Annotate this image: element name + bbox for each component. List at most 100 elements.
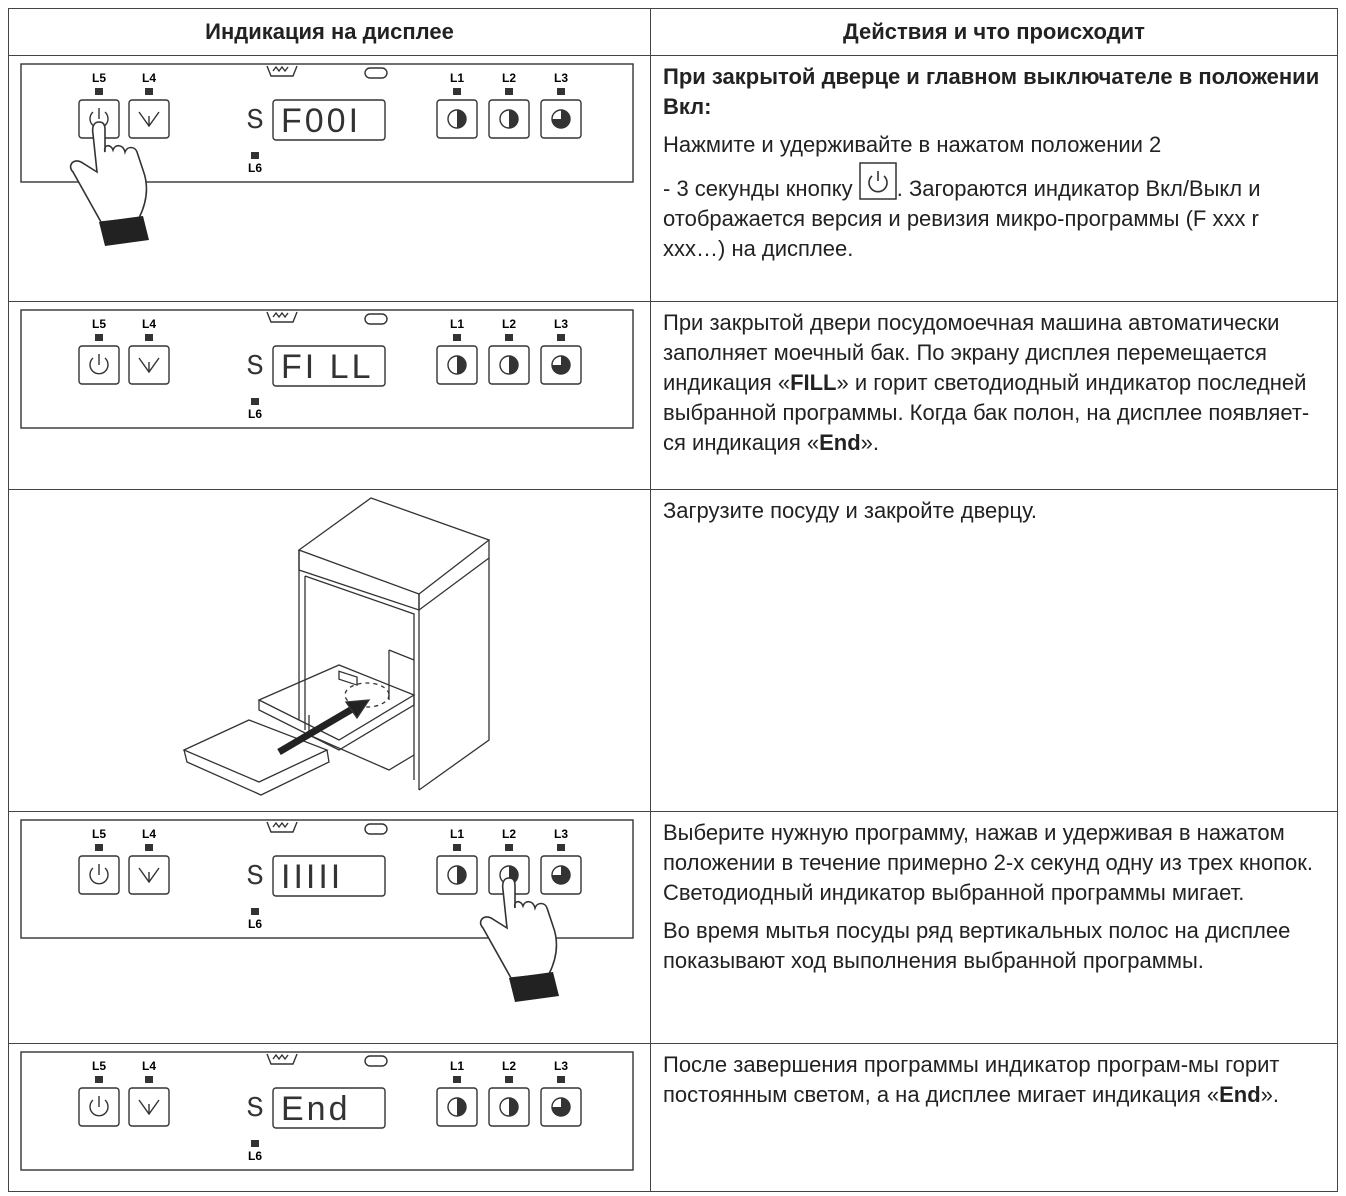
display-text: FI LL [281,348,373,386]
text-cell: При закрытой двери посудомоечная машина … [650,301,1338,490]
led [251,398,259,405]
button [78,345,120,385]
program-icon [509,356,518,374]
program-icon [457,356,466,374]
led-label: L2 [502,827,516,841]
heater-icon [266,821,298,833]
led [95,844,103,851]
button [540,345,582,385]
paragraph: При закрытой дверце и главном выключател… [663,64,1320,119]
display-text: IIIII [281,858,343,896]
button [540,99,582,139]
led [145,844,153,851]
boiler-icon [364,313,388,325]
led-label: L4 [142,827,156,841]
panel-cell: L5 L4 L1 L2 L3 L6 Տ End [8,1043,651,1192]
led [453,844,461,851]
button [436,1087,478,1127]
led-label: L1 [450,827,464,841]
button [78,855,120,895]
led-label: L2 [502,1059,516,1073]
panel-frame [20,1051,634,1171]
text: End [1219,1082,1261,1107]
illustration-cell [8,489,651,812]
display-frame [272,345,386,387]
control-panel: L5 L4 L1 L2 L3 L6 Տ FI LL [20,309,634,429]
led-label: L6 [248,1149,262,1163]
program-icon [552,866,570,884]
header-row: Индикация на дисплее Действия и что прои… [8,8,1338,56]
text: End [819,430,861,455]
drain-icon [138,357,160,374]
led-label: L1 [450,71,464,85]
control-panel: L5 L4 L1 L2 L3 L6 Տ End [20,1051,634,1171]
led-label: L3 [554,71,568,85]
paragraph: При закрытой двери посудомоечная машина … [663,308,1325,458]
power-icon [89,1096,109,1117]
led-label: L5 [92,71,106,85]
display-frame [272,1087,386,1129]
led [453,1076,461,1083]
display-frame [272,855,386,897]
button [488,1087,530,1127]
control-panel: L5 L4 L1 L2 L3 L6 Տ F00I [20,63,634,246]
button [436,855,478,895]
text: ». [1260,1082,1280,1107]
row: Загрузите посуду и закройте дверцу. [8,489,1338,812]
control-panel: L5 L4 L1 L2 L3 L6 Տ IIIII [20,819,634,1002]
led [251,1140,259,1147]
text: FILL [790,370,837,395]
instruction-table: Индикация на дисплее Действия и что прои… [8,8,1338,1192]
power-icon [89,354,109,375]
button [128,855,170,895]
button [128,99,170,139]
button [540,1087,582,1127]
led [251,152,259,159]
header-cell: Действия и что происходит [650,8,1338,56]
led-label: L6 [248,917,262,931]
text-cell: Выберите нужную программу, нажав и удерж… [650,811,1338,1044]
button [128,1087,170,1127]
hand-pointer [69,121,149,246]
text: ». [860,430,880,455]
text: . Загораются индикатор Вкл/Выкл и отобра… [663,176,1261,261]
paragraph: Выберите нужную программу, нажав и удерж… [663,820,1313,905]
led-label: L4 [142,317,156,331]
panel-cell: L5 L4 L1 L2 L3 L6 Տ F00I [8,55,651,302]
paragraph: Загрузите посуду и закройте дверцу. [663,498,1037,523]
program-icon [509,1098,518,1116]
led [557,334,565,341]
row: L5 L4 L1 L2 L3 L6 Տ FI LL При закрытой двери по… [8,301,1338,490]
button [128,345,170,385]
program-icon [457,866,466,884]
panel-cell: L5 L4 L1 L2 L3 L6 Տ IIIII [8,811,651,1044]
paragraph: Нажмите и удерживайте в нажатом положени… [663,132,1162,157]
led-label: L3 [554,1059,568,1073]
led [453,334,461,341]
led [505,844,513,851]
panel-frame [20,63,634,183]
program-icon [457,1098,466,1116]
program-icon [552,1098,570,1116]
led-label: L4 [142,1059,156,1073]
button [436,99,478,139]
led-label: L5 [92,827,106,841]
cycle-symbol: Տ [246,860,264,890]
led-label: L2 [502,71,516,85]
boiler-icon [364,823,388,835]
drain-icon [138,111,160,128]
led-label: L1 [450,317,464,331]
text: - 3 секунды кнопку [663,176,853,201]
text-cell: При закрытой дверце и главном выключател… [650,55,1338,302]
led [557,844,565,851]
led [95,1076,103,1083]
paragraph: Во время мытья посуды ряд вертикальных п… [663,918,1291,973]
led-label: L3 [554,317,568,331]
button [78,1087,120,1127]
header-cell: Индикация на дисплее [8,8,651,56]
dishwasher-illustration [182,497,491,796]
button [540,855,582,895]
led-label: L4 [142,71,156,85]
heater-icon [266,1053,298,1065]
